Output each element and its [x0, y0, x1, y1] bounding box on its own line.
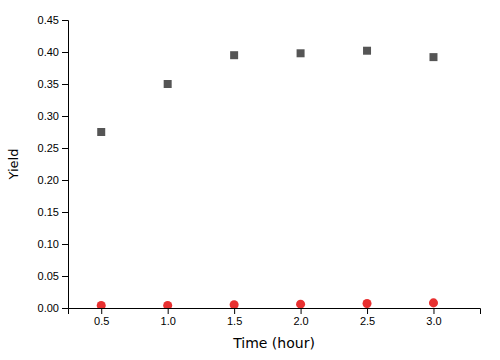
x-tick: 0.5 — [94, 308, 109, 327]
y-tick-mark — [62, 244, 68, 245]
y-tick-mark — [62, 148, 68, 149]
y-tick-mark — [62, 276, 68, 277]
y-tick-mark — [62, 116, 68, 117]
data-point — [163, 301, 172, 308]
x-tick-mark — [433, 308, 434, 314]
x-axis-title: Time (hour) — [232, 335, 315, 351]
y-tick-label: 0.15 — [38, 206, 59, 218]
series — [97, 47, 437, 136]
y-tick: 0.05 — [38, 270, 68, 282]
plot-area: 0.51.01.52.02.53.00.000.050.100.150.200.… — [38, 14, 481, 327]
y-tick: 0.15 — [38, 206, 68, 218]
data-point — [296, 300, 305, 308]
data-point — [230, 51, 238, 59]
x-axis: 0.5 1.0 1.5 2.0 2.5 3.0 — [69, 308, 481, 327]
data-point — [429, 298, 438, 307]
y-tick: 0.35 — [38, 78, 68, 90]
x-tick-mark — [168, 308, 169, 314]
y-tick-mark — [62, 84, 68, 85]
y-tick-mark — [62, 20, 68, 21]
x-tick-label: 1.5 — [227, 315, 242, 327]
x-tick: 2.5 — [360, 308, 375, 327]
x-tick-mark — [367, 308, 368, 314]
y-tick-label: 0.00 — [38, 302, 59, 314]
x-tick-mark — [234, 308, 235, 314]
x-axis-line — [69, 309, 481, 315]
x-tick-label: 3.0 — [426, 315, 441, 327]
data-point — [97, 301, 106, 308]
y-axis-line — [62, 21, 69, 309]
y-tick-label: 0.10 — [38, 238, 59, 250]
y-tick: 0.00 — [38, 302, 68, 314]
marks — [97, 47, 438, 308]
x-tick: 1.0 — [161, 308, 176, 327]
x-tick-mark — [101, 308, 102, 314]
y-tick: 0.40 — [38, 46, 68, 58]
y-tick-mark — [62, 308, 68, 309]
x-tick-mark — [301, 308, 302, 314]
data-point — [164, 80, 172, 88]
y-tick-label: 0.05 — [38, 270, 59, 282]
y-tick-mark — [62, 212, 68, 213]
y-tick: 0.20 — [38, 174, 68, 186]
y-tick-label: 0.45 — [38, 14, 59, 26]
y-tick-mark — [62, 180, 68, 181]
data-point — [297, 49, 305, 57]
x-tick-label: 1.0 — [161, 315, 176, 327]
y-tick-label: 0.20 — [38, 174, 59, 186]
x-tick: 2.0 — [293, 308, 308, 327]
y-tick: 0.45 — [38, 14, 68, 26]
data-point — [363, 47, 371, 55]
chart-container: 0.51.01.52.02.53.00.000.050.100.150.200.… — [0, 0, 500, 360]
data-point — [363, 299, 372, 308]
data-point — [97, 128, 105, 136]
y-tick-label: 0.40 — [38, 46, 59, 58]
y-axis: 0.00 0.05 0.10 0.15 0.20 0.25 0.30 0.35 0.40 0.45 — [38, 14, 69, 314]
x-tick-label: 2.5 — [360, 315, 375, 327]
y-axis-title: Yield — [6, 149, 21, 181]
chart-svg: 0.51.01.52.02.53.00.000.050.100.150.200.… — [0, 0, 500, 360]
y-tick: 0.10 — [38, 238, 68, 250]
y-tick-label: 0.30 — [38, 110, 59, 122]
y-tick: 0.25 — [38, 142, 68, 154]
x-tick-label: 2.0 — [293, 315, 308, 327]
y-tick: 0.30 — [38, 110, 68, 122]
y-tick-label: 0.25 — [38, 142, 59, 154]
x-tick: 3.0 — [426, 308, 441, 327]
data-point — [429, 53, 437, 61]
y-tick-label: 0.35 — [38, 78, 59, 90]
series — [97, 298, 438, 308]
data-point — [230, 300, 239, 308]
y-tick-mark — [62, 52, 68, 53]
x-tick: 1.5 — [227, 308, 242, 327]
x-tick-label: 0.5 — [94, 315, 109, 327]
